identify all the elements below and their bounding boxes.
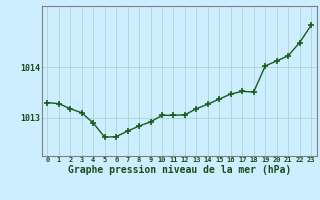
X-axis label: Graphe pression niveau de la mer (hPa): Graphe pression niveau de la mer (hPa) bbox=[68, 165, 291, 175]
